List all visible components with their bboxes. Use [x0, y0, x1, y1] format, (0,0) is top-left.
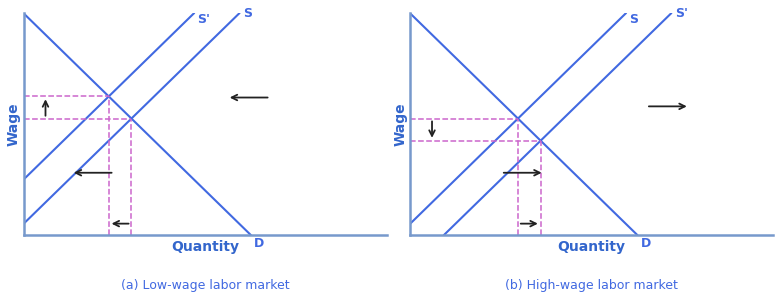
Text: D: D — [640, 237, 651, 250]
Text: S: S — [629, 14, 638, 26]
Text: S': S' — [197, 14, 211, 26]
Text: (b) High-wage labor market: (b) High-wage labor market — [505, 279, 678, 292]
Y-axis label: Wage: Wage — [7, 102, 21, 146]
Text: (a) Low-wage labor market: (a) Low-wage labor market — [121, 279, 289, 292]
Text: S: S — [243, 7, 252, 20]
Text: D: D — [254, 237, 264, 250]
X-axis label: Quantity: Quantity — [171, 240, 239, 254]
Y-axis label: Wage: Wage — [393, 102, 407, 146]
Text: S': S' — [675, 7, 688, 20]
X-axis label: Quantity: Quantity — [558, 240, 626, 254]
